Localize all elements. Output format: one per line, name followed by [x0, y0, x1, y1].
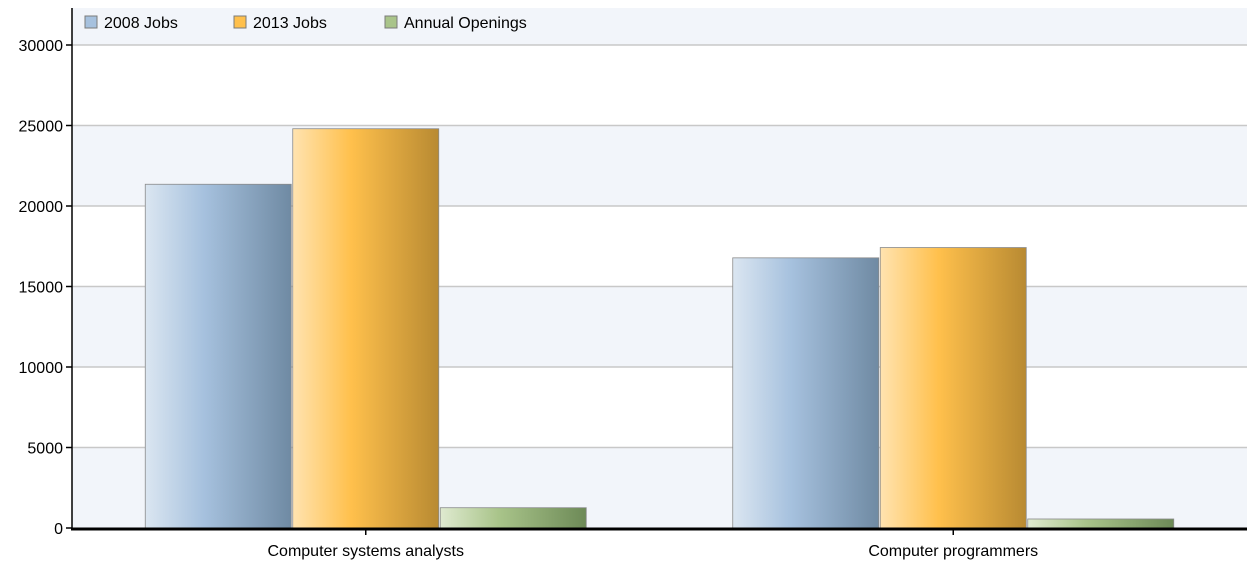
y-tick-label: 25000 [19, 119, 64, 136]
bar-annual-openings [1027, 518, 1175, 529]
legend-swatch-2013-jobs [233, 15, 247, 29]
bar-2013-jobs [879, 247, 1027, 529]
y-axis-tick-labels: 0 5000 10000 15000 20000 25000 30000 [19, 38, 64, 538]
y-tick-label: 20000 [19, 199, 64, 216]
bar-2008-jobs [144, 183, 292, 529]
bar-annual-openings [439, 507, 587, 529]
y-tick-label: 5000 [27, 441, 63, 458]
y-tick-label: 30000 [19, 38, 64, 55]
x-axis-tick-labels: Computer systems analysts Computer progra… [267, 543, 1038, 560]
legend: 2008 Jobs 2013 Jobs Annual Openings [84, 15, 527, 32]
axes [66, 8, 1247, 535]
legend-label-2013-jobs: 2013 Jobs [253, 15, 327, 32]
y-tick-label: 0 [54, 521, 63, 538]
legend-swatch-annual-openings [384, 15, 398, 29]
y-tick-label: 10000 [19, 360, 64, 377]
legend-swatch-2008-jobs [84, 15, 98, 29]
plot-background-bands [72, 8, 1247, 528]
legend-label-2008-jobs: 2008 Jobs [104, 15, 178, 32]
bar-2008-jobs [732, 257, 880, 529]
legend-label-annual-openings: Annual Openings [404, 15, 527, 32]
x-tick-label: Computer systems analysts [267, 543, 464, 560]
bars [144, 128, 1175, 529]
bar-2013-jobs [292, 128, 440, 529]
plot-band [72, 8, 1247, 45]
x-tick-label: Computer programmers [868, 543, 1038, 560]
y-tick-label: 15000 [19, 280, 64, 297]
